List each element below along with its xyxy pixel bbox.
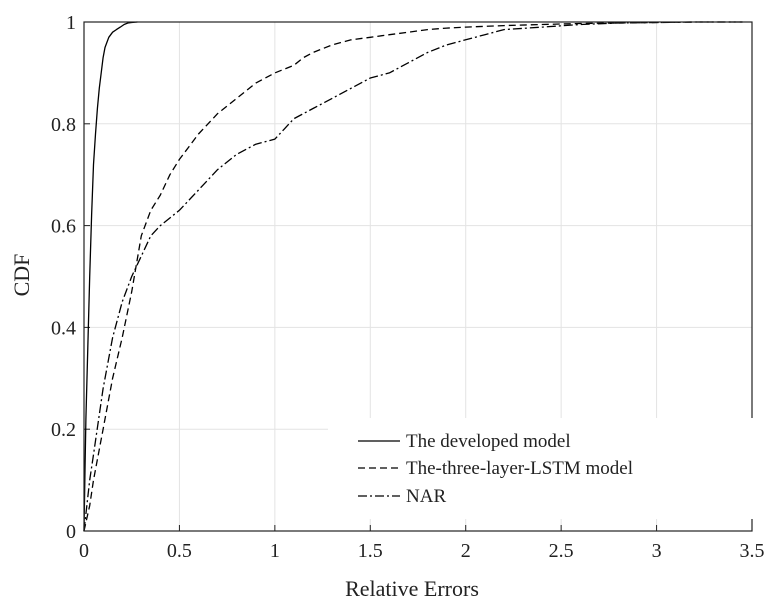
legend-box [328,418,758,519]
x-tick-label: 0.5 [167,540,192,562]
legend-label-developed: The developed model [406,431,571,452]
x-tick-label: 1 [270,540,280,562]
y-tick-label: 0.6 [51,216,76,238]
tick-labels: 0 0.5 1 1.5 2 2.5 3 3.5 0 0.2 0.4 0.6 0.8 1 [51,12,765,562]
series-lines [83,21,743,532]
plot-frame [83,21,753,532]
y-tick-label: 0.2 [51,419,76,441]
legend-label-nar: NAR [406,486,446,507]
legend-label-lstm: The-three-layer-LSTM model [406,458,633,479]
grid [84,22,752,531]
y-tick-label: 0.4 [51,317,76,339]
x-tick-label: 1.5 [358,540,383,562]
x-tick-label: 3 [652,540,662,562]
y-axis-label: CDF [9,254,34,297]
x-tick-label: 3.5 [740,540,765,562]
y-tick-label: 1 [66,12,76,34]
y-tick-label: 0 [66,521,76,543]
x-tick-label: 2 [461,540,471,562]
series-developed-model [83,21,138,532]
legend: The developed model The-three-layer-LSTM… [328,418,758,519]
x-axis-label: Relative Errors [345,576,479,601]
y-tick-label: 0.8 [51,114,76,136]
x-tick-label: 2.5 [549,540,574,562]
x-tick-label: 0 [79,540,89,562]
series-nar [83,21,743,532]
